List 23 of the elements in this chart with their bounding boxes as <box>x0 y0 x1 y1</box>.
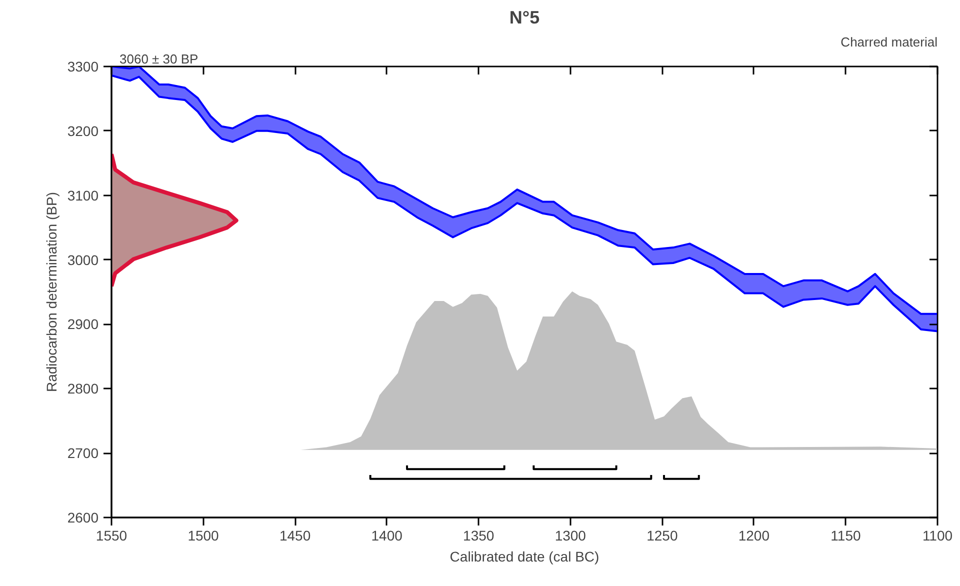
annotation: 3060 ± 30 BP <box>120 52 198 66</box>
x-tick-label: 1500 <box>188 528 220 544</box>
x-tick-label: 1150 <box>830 528 861 544</box>
x-tick-label: 1200 <box>738 528 770 544</box>
y-tick-label: 2600 <box>67 510 99 526</box>
y-tick-label: 3300 <box>67 58 99 74</box>
y-tick-label: 2900 <box>67 316 99 332</box>
x-tick-label: 1300 <box>554 528 586 544</box>
x-tick-label: 1450 <box>279 528 311 544</box>
y-tick-label: 3100 <box>67 187 99 204</box>
x-tick-label: 1100 <box>922 528 953 544</box>
y-axis-title: Radiocarbon determination (BP) <box>43 192 60 392</box>
y-tick-label: 3000 <box>67 252 99 268</box>
x-tick-label: 1400 <box>371 528 403 544</box>
x-tick-label: 1550 <box>96 528 128 544</box>
x-axis-title: Calibrated date (cal BC) <box>450 548 600 564</box>
y-tick-label: 2700 <box>67 445 99 462</box>
x-tick-label: 1350 <box>463 528 494 544</box>
y-tick-label: 3200 <box>67 122 99 139</box>
x-tick-label: 1250 <box>646 528 678 544</box>
chart-title: N°5 <box>509 8 540 28</box>
text: Charred material <box>840 34 938 50</box>
y-tick-label: 2800 <box>67 380 99 397</box>
